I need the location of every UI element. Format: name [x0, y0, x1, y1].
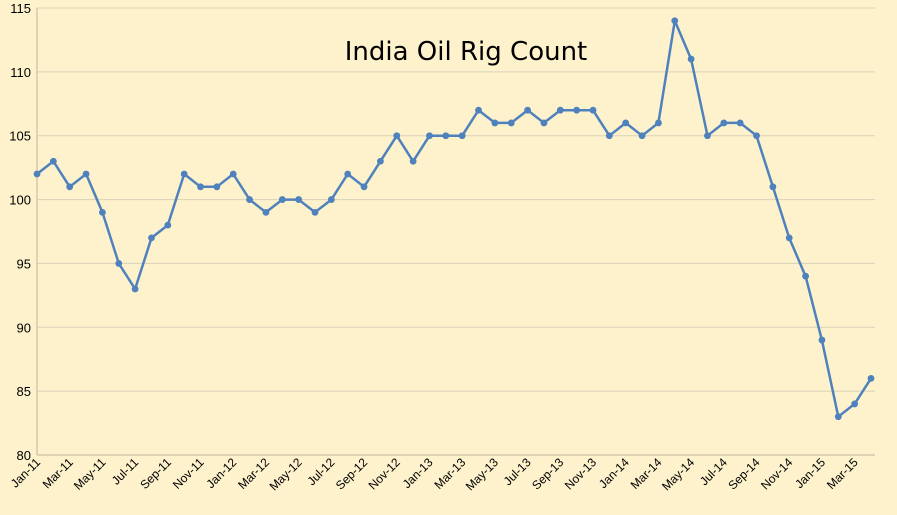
- data-point: [409, 157, 417, 165]
- data-point: [262, 208, 270, 216]
- data-point: [475, 106, 482, 114]
- x-tick-label: Sep-11: [137, 455, 174, 492]
- x-tick-label: Sep-13: [529, 455, 566, 492]
- x-tick-label: Mar-13: [432, 455, 469, 492]
- x-tick-label: Jan-12: [204, 455, 240, 491]
- x-tick-label: Mar-12: [235, 455, 272, 492]
- y-tick-label: 100: [9, 193, 31, 208]
- data-point: [327, 196, 335, 203]
- data-point: [605, 132, 613, 140]
- data-point: [818, 336, 826, 344]
- chart-title: India Oil Rig Count: [345, 37, 588, 67]
- data-point: [148, 234, 155, 242]
- data-point: [99, 208, 106, 216]
- x-tick-label: Nov-14: [758, 455, 795, 492]
- data-point: [393, 132, 401, 140]
- data-point: [524, 106, 531, 114]
- data-point: [458, 132, 466, 140]
- x-tick-label: May-12: [267, 455, 305, 493]
- x-tick-label: Mar-11: [40, 455, 76, 491]
- data-point: [491, 119, 499, 127]
- data-point: [753, 132, 760, 140]
- data-point: [867, 374, 875, 382]
- data-point: [687, 55, 695, 63]
- data-point: [802, 272, 809, 280]
- data-point: [540, 119, 548, 127]
- data-point: [164, 221, 172, 229]
- data-point: [851, 400, 859, 408]
- data-point: [213, 183, 221, 191]
- x-tick-label: Mar-14: [628, 455, 665, 492]
- data-point: [507, 119, 515, 127]
- data-point: [49, 157, 57, 165]
- data-point: [180, 170, 188, 178]
- data-point: [671, 17, 679, 25]
- data-point: [278, 196, 286, 203]
- x-tick-label: Jul-11: [109, 455, 142, 488]
- y-tick-label: 90: [17, 320, 31, 335]
- y-tick-label: 95: [17, 256, 31, 271]
- data-point: [229, 170, 237, 178]
- y-tick-label: 105: [9, 129, 31, 144]
- y-axis-ticks: 80 85 90 95 100 105 110 115: [9, 1, 31, 463]
- data-point: [556, 106, 564, 114]
- data-point: [769, 183, 777, 191]
- x-tick-label: May-13: [463, 455, 501, 493]
- x-tick-label: Sep-12: [333, 455, 370, 492]
- data-point: [622, 119, 630, 127]
- series-layer: [33, 17, 875, 421]
- data-point: [311, 208, 319, 216]
- data-point: [131, 285, 139, 293]
- y-tick-label: 85: [17, 384, 31, 399]
- x-tick-label: Jan-15: [792, 455, 828, 491]
- x-tick-label: Jan-13: [400, 455, 436, 491]
- data-point: [589, 106, 597, 114]
- data-point: [442, 132, 450, 140]
- data-point: [573, 106, 581, 114]
- gridlines: [36, 7, 875, 456]
- data-point: [377, 157, 384, 165]
- data-point: [655, 119, 662, 127]
- x-tick-label: May-11: [71, 455, 109, 493]
- data-point: [834, 413, 842, 421]
- x-tick-label: Mar-15: [824, 455, 861, 492]
- x-tick-label: Nov-11: [170, 455, 207, 492]
- data-point: [426, 132, 433, 140]
- data-point: [785, 234, 793, 242]
- x-tick-label: May-14: [659, 455, 697, 493]
- data-point: [295, 196, 303, 203]
- data-point: [33, 170, 41, 178]
- x-tick-label: Jan-14: [596, 455, 632, 491]
- data-point: [360, 183, 368, 191]
- data-point: [704, 132, 711, 140]
- data-point: [115, 260, 123, 267]
- data-point: [82, 170, 90, 178]
- x-tick-label: Nov-12: [366, 455, 403, 492]
- data-point: [246, 196, 253, 203]
- data-point: [736, 119, 744, 127]
- data-point: [197, 183, 204, 191]
- series-line: [36, 19, 873, 418]
- data-point: [638, 132, 646, 140]
- data-point: [720, 119, 728, 127]
- data-point: [344, 170, 352, 178]
- y-tick-label: 110: [10, 65, 31, 80]
- x-tick-label: Sep-14: [725, 455, 762, 492]
- x-tick-label: Nov-13: [562, 455, 599, 492]
- data-point: [66, 183, 74, 191]
- y-tick-label: 115: [10, 1, 31, 16]
- y-tick-label: 80: [17, 448, 31, 463]
